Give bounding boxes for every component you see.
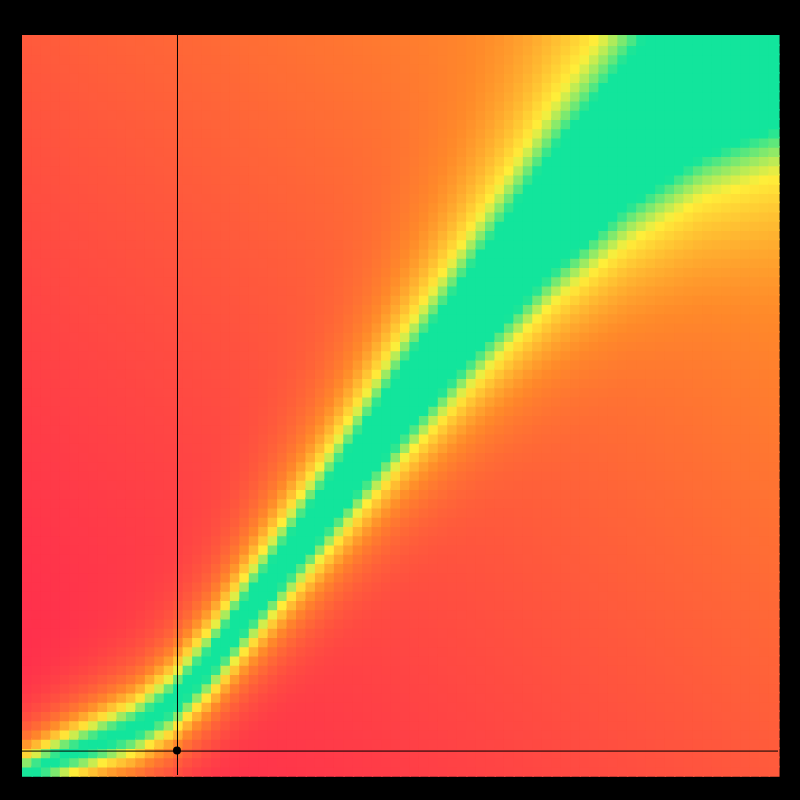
heatmap-canvas	[0, 0, 800, 800]
chart-container: TheBottleneck.com	[0, 0, 800, 800]
